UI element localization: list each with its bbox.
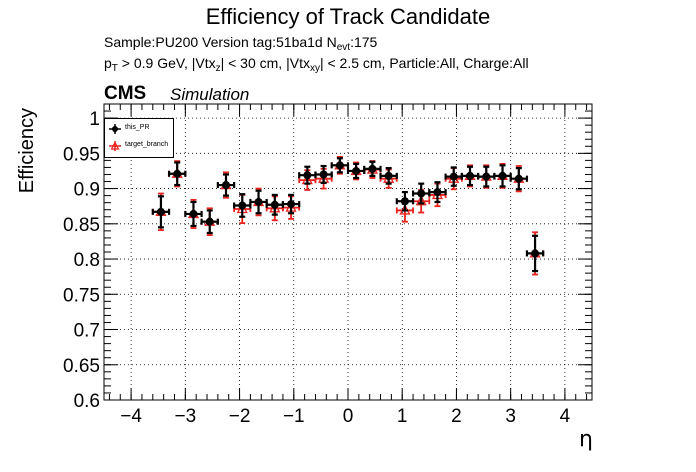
cms-label: CMS (104, 83, 147, 104)
tick-labels: −4 −3 −2 −1 0 1 2 3 4 0.6 0.65 0.7 0.75 0.8 0.85 0.9 0.9… (63, 109, 571, 427)
y-tick-label: 0.8 (74, 250, 100, 271)
y-tick-label: 0.7 (74, 321, 100, 342)
marker-this-pr (205, 217, 214, 226)
data-point-this-pr (509, 167, 529, 191)
x-tick-label: 2 (451, 406, 462, 427)
data-point-this-pr (411, 182, 431, 205)
data-point-this-pr (281, 193, 301, 215)
data-point-this-pr (444, 166, 463, 187)
sample-info-line: Sample:PU200 Version tag:51ba1d Nevt:175 (104, 34, 378, 53)
data-point-this-pr (346, 162, 366, 180)
marker-this-pr (466, 171, 474, 180)
data-point-this-pr (330, 157, 350, 174)
data-point-this-pr (151, 195, 171, 229)
marker-this-pr (384, 171, 393, 180)
marker-this-pr (433, 188, 442, 197)
x-axis-label: η (579, 427, 593, 452)
data-point-this-pr (477, 165, 496, 188)
marker-this-pr (238, 201, 247, 210)
y-tick-label: 0.85 (63, 215, 100, 236)
marker-this-pr (498, 171, 507, 180)
cut-pt: p (104, 55, 112, 71)
series-this-pr (151, 157, 545, 273)
marker-this-pr (287, 200, 296, 209)
data-point-this-pr (216, 173, 236, 197)
marker-this-pr (449, 172, 458, 181)
data-point-this-pr (167, 161, 187, 187)
legend-entry-target-branch: target_branch (107, 139, 173, 153)
marker-this-pr (531, 249, 540, 258)
x-tick-label: 0 (343, 406, 354, 427)
x-tick-label: 3 (505, 406, 516, 427)
x-tick-label: −3 (174, 406, 196, 427)
legend-label-this-pr: this_PR (125, 124, 150, 131)
data-point-this-pr (249, 189, 268, 215)
legend-marker-this-pr (109, 124, 121, 134)
legend-marker-target-branch (109, 141, 121, 151)
data-point-this-pr (525, 234, 545, 273)
cut-vtxz-sub: z (215, 63, 221, 74)
marker-this-pr (173, 169, 182, 178)
y-axis-label: Efficiency (16, 108, 38, 193)
marker-this-pr (417, 189, 426, 198)
x-tick-label: 4 (560, 406, 571, 427)
marker-this-pr (222, 181, 230, 190)
y-tick-label: 0.75 (63, 285, 100, 306)
marker-this-pr (400, 197, 409, 206)
legend: this_PR target_branch (104, 118, 174, 158)
cut-particle: | < 2.5 cm, Particle:All, Charge:All (319, 55, 529, 71)
data-point-this-pr (379, 167, 398, 185)
marker-this-pr (335, 161, 344, 170)
nevt-subscript: evt (336, 42, 351, 53)
marker-this-pr (254, 197, 263, 206)
data-point-this-pr (460, 165, 480, 187)
sample-label: Sample:PU200 Version tag:51ba1d N (104, 34, 337, 50)
data-point-this-pr (493, 164, 512, 188)
x-tick-label: −1 (283, 406, 305, 427)
data-point-this-pr (233, 193, 252, 218)
marker-this-pr (189, 209, 198, 218)
marker-target-branch (415, 194, 427, 206)
cut-vtxxy-sub: xy (309, 63, 320, 74)
grid-lines (104, 104, 592, 401)
data-point-this-pr (265, 193, 285, 216)
y-tick-label: 0.6 (74, 391, 100, 412)
data-points (151, 155, 545, 276)
marker-this-pr (368, 164, 377, 173)
nevt-value: :175 (350, 34, 378, 50)
y-tick-label: 1 (89, 109, 100, 130)
cut-pt-sub: T (111, 63, 118, 74)
chart-title: Efficiency of Track Candidate (205, 4, 491, 29)
cut-vtxz: > 0.9 GeV, |Vtx (117, 55, 216, 71)
data-point-this-pr (200, 209, 219, 235)
legend-entry-this-pr: this_PR (107, 122, 173, 136)
marker-this-pr (303, 171, 312, 180)
data-point-this-pr (184, 200, 203, 228)
x-tick-label: −2 (229, 406, 251, 427)
marker-this-pr (482, 172, 491, 181)
marker-this-pr (319, 170, 328, 179)
data-point-this-pr (428, 181, 447, 204)
marker-this-pr (352, 166, 361, 175)
simulation-label: Simulation (170, 85, 250, 104)
cuts-info-line: pT > 0.9 GeV, |Vtxz| < 30 cm, |Vtxxy| < … (104, 55, 529, 74)
data-point-this-pr (395, 190, 415, 212)
marker-this-pr (156, 207, 165, 216)
x-tick-label: 1 (397, 406, 408, 427)
legend-label-target-branch: target_branch (125, 141, 169, 148)
data-point-this-pr (298, 165, 317, 185)
x-tick-label: −4 (120, 406, 142, 427)
data-point-this-pr (363, 160, 382, 177)
y-tick-label: 0.95 (63, 144, 100, 165)
data-point-this-pr (314, 164, 333, 185)
y-tick-label: 0.65 (63, 356, 100, 377)
y-tick-label: 0.9 (74, 180, 100, 201)
cut-vtxxy: | < 30 cm, |Vtx (220, 55, 310, 71)
axis-ticks (104, 104, 592, 401)
marker-this-pr (514, 174, 523, 183)
marker-this-pr (270, 200, 279, 209)
